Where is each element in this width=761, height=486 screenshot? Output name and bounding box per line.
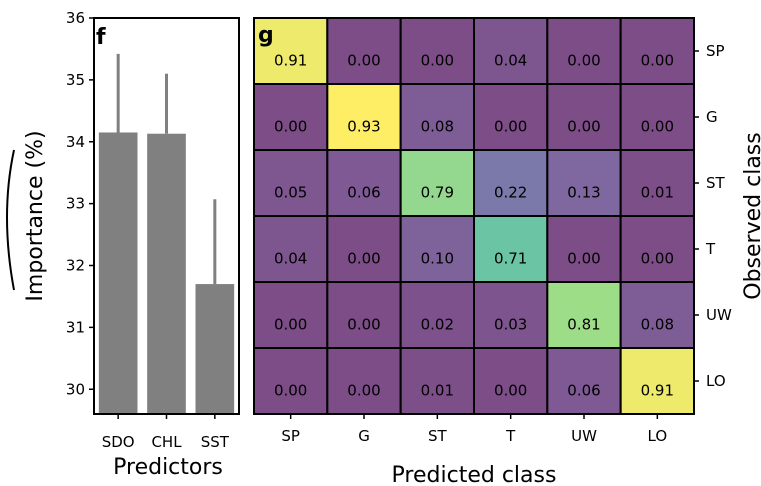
x-tick-label-sp: SP xyxy=(281,427,300,445)
x-axis-label-predicted-class: Predicted class xyxy=(392,463,557,486)
cell-value-label: 0.22 xyxy=(494,184,527,202)
cell-value-label: 0.91 xyxy=(274,52,307,70)
y-tick-label-uw: UW xyxy=(706,306,732,324)
bar-sdo xyxy=(98,132,138,414)
cell-value-label: 0.00 xyxy=(347,316,380,334)
y-tick-label-t: T xyxy=(705,240,716,258)
y-tick-label-30: 30 xyxy=(66,380,85,398)
heatmap-cell xyxy=(473,17,549,85)
cell-value-label: 0.00 xyxy=(494,382,527,400)
x-tick-label-t: T xyxy=(505,427,516,445)
heatmap-panel: 0.91 0.00 0.00 0.04 0.00 0.00 0.00 0.93 0.08 0.00… xyxy=(253,17,761,486)
cell-value-label: 0.01 xyxy=(641,184,674,202)
x-tick-label-uw: UW xyxy=(571,427,597,445)
cell-value-label: 0.00 xyxy=(347,382,380,400)
y-tick-label-35: 35 xyxy=(66,71,85,89)
heatmap-cell xyxy=(546,281,622,349)
heatmap-cell xyxy=(399,83,475,151)
cell-value-label: 0.79 xyxy=(421,184,454,202)
heatmap-cell xyxy=(619,17,696,85)
y-tick-label-32: 32 xyxy=(66,257,85,275)
y-tick-label-st: ST xyxy=(706,174,726,192)
panel-label-g: g xyxy=(258,23,274,48)
x-axis-label-predictors: Predictors xyxy=(113,455,223,480)
y-tick-label-31: 31 xyxy=(66,318,85,336)
cell-value-label: 0.00 xyxy=(641,52,674,70)
cell-value-label: 0.13 xyxy=(567,184,600,202)
heatmap-cell xyxy=(326,149,402,217)
y-tick-label-33: 33 xyxy=(66,195,85,213)
x-tick-label-g: G xyxy=(358,427,370,445)
cell-value-label: 0.91 xyxy=(641,382,674,400)
cell-value-label: 0.00 xyxy=(274,382,307,400)
heatmap-cell xyxy=(326,83,402,151)
heatmap-frame xyxy=(253,17,695,415)
y-tick-label-36: 36 xyxy=(66,9,85,27)
y-axis-label: Importance (%) xyxy=(23,130,48,301)
heatmap-cell xyxy=(399,17,475,85)
x-tick-label-lo: LO xyxy=(648,427,668,445)
panel-label-f: f xyxy=(96,25,106,50)
heatmap-cell xyxy=(619,215,696,283)
cell-value-label: 0.71 xyxy=(494,250,527,268)
cell-value-label: 0.01 xyxy=(421,382,454,400)
heatmap-cell xyxy=(546,149,622,217)
heatmap-cell xyxy=(326,215,402,283)
cell-value-label: 0.06 xyxy=(347,184,380,202)
cell-value-label: 0.00 xyxy=(494,118,527,136)
cell-value-label: 0.00 xyxy=(567,118,600,136)
cell-value-label: 0.00 xyxy=(421,52,454,70)
cell-value-label: 0.05 xyxy=(274,184,307,202)
cell-value-label: 0.00 xyxy=(347,52,380,70)
cell-value-label: 0.00 xyxy=(274,316,307,334)
cell-value-label: 0.08 xyxy=(641,316,674,334)
cell-value-label: 0.81 xyxy=(567,316,600,334)
cell-value-label: 0.00 xyxy=(274,118,307,136)
bar-sst xyxy=(195,284,235,414)
cell-value-label: 0.06 xyxy=(567,382,600,400)
cell-value-label: 0.04 xyxy=(274,250,307,268)
heatmap-cell xyxy=(546,17,622,85)
x-tick-label-st: ST xyxy=(428,427,448,445)
heatmap-cell xyxy=(326,347,402,415)
x-tick-label-sst: SST xyxy=(201,433,230,451)
y-tick-label-g: G xyxy=(706,108,718,126)
y-tick-label-sp: SP xyxy=(706,42,725,60)
heatmap-cell xyxy=(619,83,696,151)
cell-value-label: 0.00 xyxy=(641,250,674,268)
bar-chl xyxy=(147,133,186,415)
partial-circle-arc xyxy=(6,149,15,291)
heatmap-cell xyxy=(399,281,475,349)
cell-value-label: 0.02 xyxy=(421,316,454,334)
cell-value-label: 0.00 xyxy=(567,52,600,70)
y-tick-label-34: 34 xyxy=(66,133,85,151)
cell-value-label: 0.08 xyxy=(421,118,454,136)
cell-value-label: 0.93 xyxy=(347,118,380,136)
x-tick-label-sdo: SDO xyxy=(102,433,135,451)
cell-value-label: 0.00 xyxy=(347,250,380,268)
y-axis-label-observed-class: Observed class xyxy=(741,132,761,299)
heatmap-cell xyxy=(253,149,329,217)
x-tick-label-chl: CHL xyxy=(151,433,182,451)
heatmap-cell xyxy=(619,347,696,415)
cell-value-label: 0.00 xyxy=(567,250,600,268)
heatmap-cell xyxy=(546,215,622,283)
cell-value-label: 0.03 xyxy=(494,316,527,334)
heatmap-cell xyxy=(473,281,549,349)
bar-chart-panel: 30 31 32 33 34 35 36 SDO CHL SST f Importance (%… xyxy=(23,9,240,480)
y-tick-label-lo: LO xyxy=(706,372,726,390)
cell-value-label: 0.10 xyxy=(421,250,454,268)
cell-value-label: 0.00 xyxy=(641,118,674,136)
cell-value-label: 0.04 xyxy=(494,52,527,70)
